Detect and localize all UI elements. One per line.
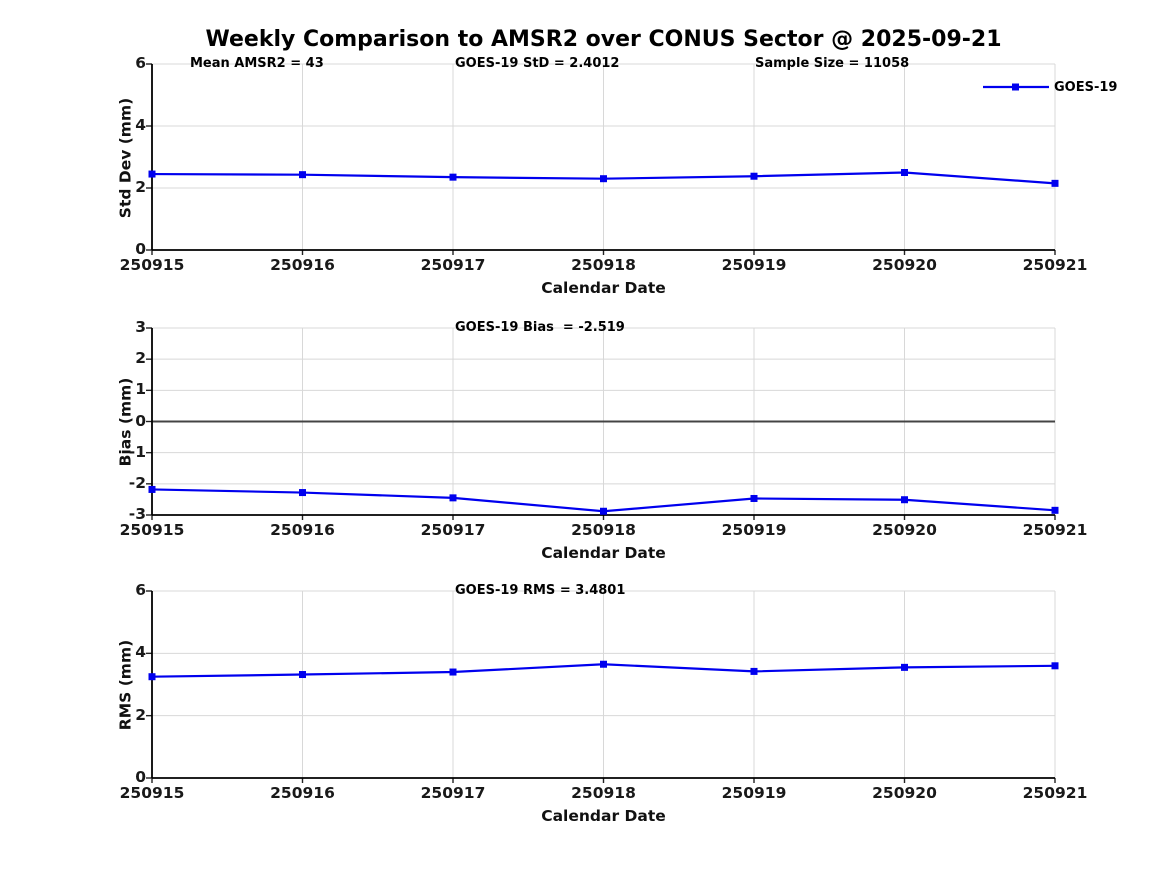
y-axis-label-stddev: Std Dev (mm): [116, 97, 135, 219]
plot-svg-rms: [146, 590, 1059, 783]
annotation-sample-size: Sample Size = 11058: [755, 56, 910, 71]
x-tick-label: 250918: [571, 521, 636, 539]
y-tick-label: 4: [135, 643, 146, 662]
annotation-goes19-rms: GOES-19 RMS = 3.4801: [455, 583, 626, 598]
x-axis-label-bias: Calendar Date: [541, 544, 666, 562]
y-tick-label: 0: [135, 411, 146, 430]
y-tick-label: -2: [128, 473, 146, 492]
x-tick-label: 250916: [270, 256, 335, 274]
x-tick-label: 250917: [420, 784, 486, 802]
x-tick-label: 250916: [270, 784, 335, 802]
x-tick-label: 250921: [1022, 521, 1088, 539]
y-tick-label: 0: [135, 240, 146, 258]
annotation-goes19-std: GOES-19 StD = 2.4012: [455, 56, 620, 71]
y-tick-label: 4: [135, 116, 146, 134]
annotation-mean-amsr2: Mean AMSR2 = 43: [190, 56, 324, 71]
legend: GOES-19: [983, 79, 1117, 95]
x-tick-label: 250916: [270, 521, 335, 539]
x-tick-label: 250921: [1022, 784, 1088, 802]
y-tick-label: 2: [135, 178, 146, 196]
x-tick-label: 250920: [872, 784, 937, 802]
subplot-stddev: Std Dev (mm) Mean AMSR2 = 43 GOES-19 StD…: [0, 54, 1167, 324]
y-tick-label: 0: [135, 768, 146, 786]
x-tick-label: 250918: [571, 784, 636, 802]
x-tick-label: 250919: [721, 256, 787, 274]
x-tick-label: 250917: [420, 256, 486, 274]
figure-title: Weekly Comparison to AMSR2 over CONUS Se…: [205, 27, 1002, 52]
x-tick-label: 250921: [1022, 256, 1088, 274]
y-tick-label: 6: [135, 54, 146, 72]
plot-svg-stddev: [146, 63, 1059, 255]
x-tick-label: 250920: [872, 256, 937, 274]
x-tick-label: 250915: [119, 784, 185, 802]
x-tick-label: 250915: [119, 521, 185, 539]
x-axis-label-rms: Calendar Date: [541, 807, 666, 825]
x-tick-label: 250920: [872, 521, 937, 539]
y-tick-label: -1: [128, 442, 146, 461]
y-tick-label: 2: [135, 349, 146, 368]
x-tick-label: 250915: [119, 256, 185, 274]
x-tick-label: 250919: [721, 521, 787, 539]
y-tick-label: 1: [135, 380, 146, 399]
plot-svg-bias: [146, 327, 1059, 520]
legend-label: GOES-19: [1054, 79, 1118, 95]
y-axis-label-rms: RMS (mm): [116, 639, 135, 731]
x-tick-label: 250917: [420, 521, 486, 539]
y-tick-label: 3: [135, 318, 146, 336]
subplot-rms: RMS (mm) GOES-19 RMS = 3.4801 Calendar D…: [0, 581, 1167, 851]
y-tick-label: 6: [135, 581, 146, 599]
legend-line-sample: [983, 83, 1049, 91]
annotation-goes19-bias: GOES-19 Bias = -2.519: [455, 320, 625, 335]
subplot-bias: Bias (mm) GOES-19 Bias = -2.519 Calendar…: [0, 318, 1167, 588]
y-tick-label: -3: [128, 505, 146, 523]
x-tick-label: 250918: [571, 256, 636, 274]
x-tick-label: 250919: [721, 784, 787, 802]
x-axis-label-stddev: Calendar Date: [541, 279, 666, 297]
y-tick-label: 2: [135, 705, 146, 724]
